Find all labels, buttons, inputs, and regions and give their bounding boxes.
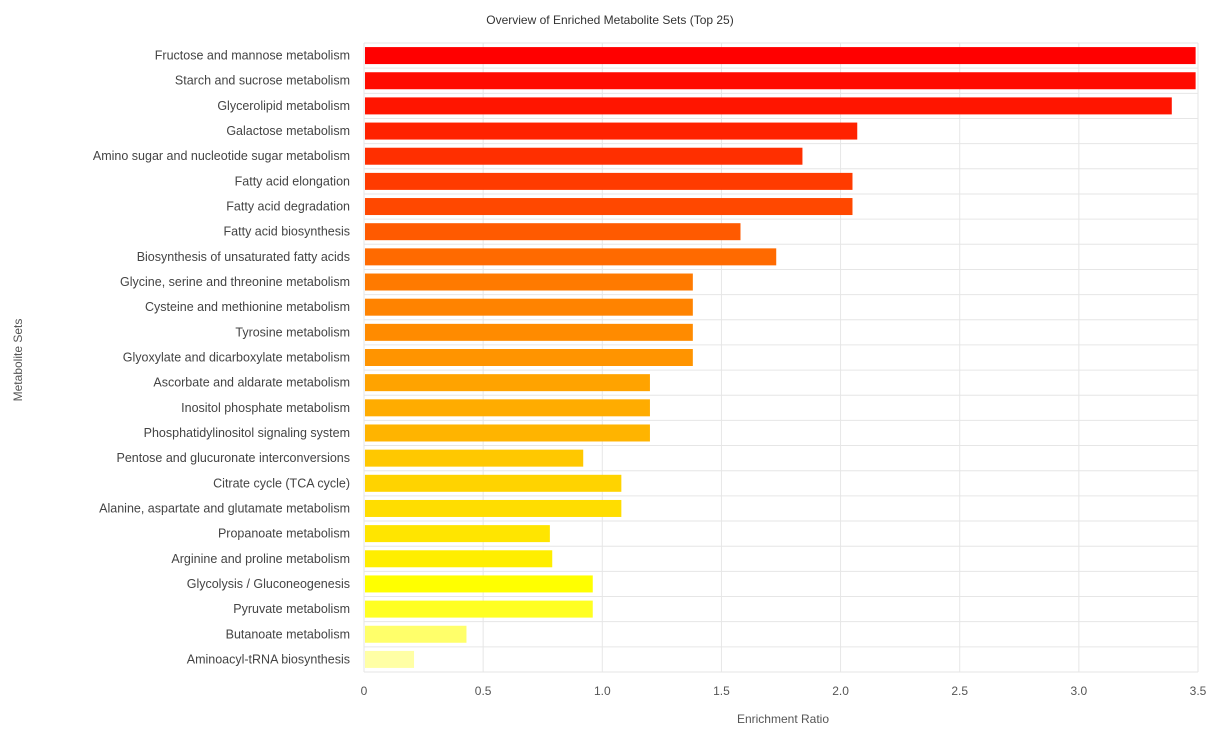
- category-label: Glycerolipid metabolism: [217, 99, 350, 113]
- bar[interactable]: [365, 399, 650, 416]
- bar[interactable]: [365, 47, 1196, 64]
- x-tick-label: 3.5: [1190, 684, 1207, 698]
- bars: [365, 47, 1196, 668]
- category-label: Phosphatidylinositol signaling system: [144, 426, 350, 440]
- category-label: Fructose and mannose metabolism: [155, 49, 350, 63]
- category-label: Cysteine and methionine metabolism: [145, 300, 350, 314]
- bar[interactable]: [365, 626, 466, 643]
- bar[interactable]: [365, 349, 693, 366]
- x-tick-label: 3.0: [1071, 684, 1088, 698]
- bar[interactable]: [365, 173, 852, 190]
- bar[interactable]: [365, 223, 740, 240]
- bar[interactable]: [365, 324, 693, 341]
- category-label: Ascorbate and aldarate metabolism: [153, 376, 350, 390]
- category-label: Inositol phosphate metabolism: [181, 401, 350, 415]
- bar[interactable]: [365, 148, 802, 165]
- category-label: Glyoxylate and dicarboxylate metabolism: [123, 351, 350, 365]
- bar[interactable]: [365, 198, 852, 215]
- category-label: Citrate cycle (TCA cycle): [213, 476, 350, 490]
- x-tick-label: 1.0: [594, 684, 611, 698]
- category-label: Starch and sucrose metabolism: [175, 74, 350, 88]
- category-label: Biosynthesis of unsaturated fatty acids: [137, 250, 350, 264]
- category-label: Tyrosine metabolism: [235, 325, 350, 339]
- x-tick-label: 0.5: [475, 684, 492, 698]
- bar[interactable]: [365, 97, 1172, 114]
- bar[interactable]: [365, 575, 593, 592]
- bar[interactable]: [365, 299, 693, 316]
- bar[interactable]: [365, 123, 857, 140]
- category-label: Fatty acid elongation: [235, 174, 350, 188]
- bar[interactable]: [365, 601, 593, 618]
- x-tick-labels: 0 0.5 1.0 1.5 2.0 2.5 3.0 3.5: [361, 684, 1207, 698]
- category-label: Glycolysis / Gluconeogenesis: [187, 577, 350, 591]
- category-label: Amino sugar and nucleotide sugar metabol…: [93, 149, 350, 163]
- bar[interactable]: [365, 72, 1196, 89]
- category-label: Butanoate metabolism: [226, 627, 350, 641]
- category-label: Aminoacyl-tRNA biosynthesis: [187, 652, 350, 666]
- category-label: Galactose metabolism: [226, 124, 350, 138]
- x-tick-label: 2.5: [951, 684, 968, 698]
- bar[interactable]: [365, 475, 621, 492]
- category-label: Fatty acid biosynthesis: [224, 225, 350, 239]
- bar[interactable]: [365, 525, 550, 542]
- category-label: Alanine, aspartate and glutamate metabol…: [99, 501, 350, 515]
- bar[interactable]: [365, 424, 650, 441]
- category-labels: Fructose and mannose metabolism Starch an…: [93, 49, 350, 667]
- bar[interactable]: [365, 500, 621, 517]
- chart-title: Overview of Enriched Metabolite Sets (To…: [486, 13, 733, 27]
- x-tick-label: 1.5: [713, 684, 730, 698]
- category-label: Arginine and proline metabolism: [171, 552, 350, 566]
- x-axis-title: Enrichment Ratio: [737, 712, 829, 725]
- bar[interactable]: [365, 450, 583, 467]
- category-label: Glycine, serine and threonine metabolism: [120, 275, 350, 289]
- x-tick-label: 2.0: [832, 684, 849, 698]
- bar[interactable]: [365, 374, 650, 391]
- bar[interactable]: [365, 550, 552, 567]
- category-label: Pentose and glucuronate interconversions: [117, 451, 350, 465]
- bar[interactable]: [365, 248, 776, 265]
- x-tick-label: 0: [361, 684, 368, 698]
- category-label: Propanoate metabolism: [218, 527, 350, 541]
- bar[interactable]: [365, 651, 414, 668]
- category-label: Pyruvate metabolism: [233, 602, 350, 616]
- bar[interactable]: [365, 274, 693, 291]
- category-label: Fatty acid degradation: [226, 200, 350, 214]
- y-axis-title: Metabolite Sets: [11, 319, 25, 402]
